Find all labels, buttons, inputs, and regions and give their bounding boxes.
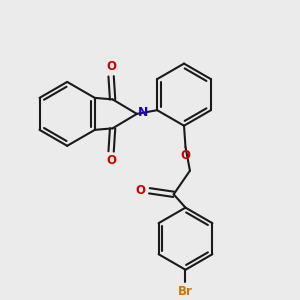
Text: Br: Br [178, 284, 193, 298]
Text: O: O [106, 60, 116, 74]
Text: N: N [138, 106, 149, 119]
Text: O: O [181, 149, 190, 162]
Text: O: O [106, 154, 116, 167]
Text: O: O [136, 184, 146, 197]
